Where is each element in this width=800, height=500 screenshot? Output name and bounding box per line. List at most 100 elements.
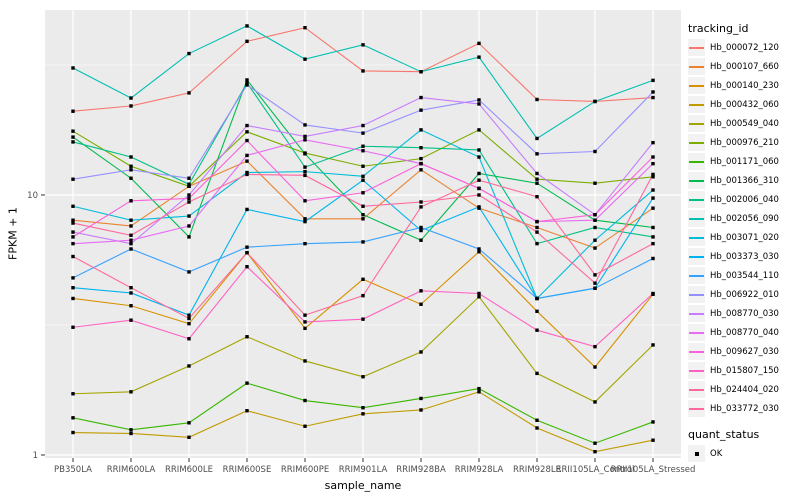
- data-point: [71, 218, 75, 222]
- x-axis-title: sample_name: [324, 479, 402, 492]
- x-tick-label: RRIM600LA: [107, 465, 156, 475]
- data-point: [129, 104, 133, 108]
- data-point: [187, 316, 191, 321]
- data-point: [187, 91, 191, 95]
- data-point: [71, 129, 75, 133]
- data-point: [361, 174, 365, 179]
- data-point: [187, 51, 191, 56]
- data-point: [187, 184, 191, 189]
- data-point: [129, 155, 133, 159]
- legend-key-line-icon: [688, 286, 705, 303]
- legend-item: Hb_000432_060: [688, 95, 798, 114]
- legend-item-label: Hb_000072_120: [710, 42, 779, 53]
- data-point: [535, 309, 539, 314]
- legend-key-line-icon: [688, 381, 705, 398]
- data-point: [419, 225, 423, 230]
- legend-item: Hb_000107_660: [688, 57, 798, 76]
- legend-item-label: Hb_008770_030: [710, 308, 779, 319]
- data-point: [593, 149, 597, 154]
- data-point: [419, 289, 423, 293]
- legend-item-label: Hb_015807_150: [710, 365, 779, 376]
- data-point: [651, 78, 655, 83]
- data-point: [187, 364, 191, 368]
- data-point: [361, 144, 365, 148]
- data-point: [245, 159, 249, 163]
- legend-item: Hb_001171_060: [688, 152, 798, 171]
- legend-item: Hb_008770_040: [688, 323, 798, 342]
- data-point: [71, 204, 75, 208]
- data-point: [303, 26, 307, 30]
- data-point: [245, 123, 249, 128]
- legend-key-line-icon: [688, 305, 705, 322]
- data-point: [593, 238, 597, 242]
- data-point: [593, 99, 597, 104]
- data-point: [303, 398, 307, 403]
- data-point: [361, 123, 365, 128]
- data-point: [535, 328, 539, 332]
- legend-item-label: Hb_000107_660: [710, 61, 779, 72]
- data-point: [419, 156, 423, 161]
- legend-key-line-icon: [688, 77, 705, 94]
- data-point: [419, 200, 423, 204]
- legend-title-tracking-id: tracking_id: [688, 22, 749, 35]
- legend-item: Hb_002056_090: [688, 209, 798, 228]
- data-point: [535, 171, 539, 176]
- data-point: [593, 449, 597, 454]
- legend-item: Hb_003071_020: [688, 228, 798, 247]
- data-point: [245, 250, 249, 255]
- data-point: [361, 406, 365, 410]
- data-point: [477, 98, 481, 102]
- data-point: [71, 254, 75, 259]
- x-tick-label: RRII105LA_Control: [556, 465, 635, 475]
- data-point: [303, 123, 307, 127]
- legend-key-line-icon: [688, 134, 705, 151]
- legend-key-line-icon: [688, 362, 705, 379]
- legend-item-label: Hb_009627_030: [710, 346, 779, 357]
- data-point: [361, 43, 365, 47]
- y-tick-label: 10: [27, 191, 38, 201]
- data-point: [361, 277, 365, 281]
- data-point: [129, 431, 133, 436]
- data-point: [303, 165, 307, 169]
- data-point: [245, 24, 249, 28]
- data-point: [361, 131, 365, 135]
- data-point: [419, 228, 423, 233]
- data-point: [71, 177, 75, 181]
- data-point: [419, 238, 423, 242]
- data-point: [535, 418, 539, 422]
- data-point: [419, 161, 423, 166]
- data-point: [651, 225, 655, 230]
- legend-key-line-icon: [688, 229, 705, 246]
- data-point: [71, 140, 75, 144]
- x-tick-label: RRII105LA_Stressed: [611, 465, 696, 475]
- data-point: [245, 170, 249, 175]
- legend-item: Hb_000976_210: [688, 133, 798, 152]
- data-point: [651, 343, 655, 347]
- data-point: [593, 273, 597, 277]
- legend-item: Hb_009627_030: [688, 342, 798, 361]
- data-point: [651, 175, 655, 179]
- data-point: [245, 130, 249, 134]
- data-point: [477, 250, 481, 254]
- x-tick-label: RRIM600SE: [223, 465, 272, 475]
- legend-item: Hb_000072_120: [688, 38, 798, 57]
- data-point: [303, 359, 307, 363]
- data-point: [651, 140, 655, 145]
- data-point: [361, 164, 365, 168]
- data-point: [129, 291, 133, 295]
- data-point: [361, 191, 365, 195]
- legend-key-line-icon: [688, 324, 705, 341]
- data-point: [187, 235, 191, 239]
- data-point: [71, 416, 75, 420]
- data-point: [187, 421, 191, 425]
- data-point: [361, 293, 365, 298]
- data-point: [419, 95, 423, 100]
- data-point: [535, 152, 539, 156]
- legend-item-label: Hb_000976_210: [710, 137, 779, 148]
- data-point: [477, 193, 481, 197]
- legend-color-items: Hb_000072_120 Hb_000107_660 Hb_000140_230 H…: [688, 38, 798, 418]
- data-point: [535, 426, 539, 430]
- data-point: [535, 296, 539, 301]
- data-point: [651, 90, 655, 94]
- legend-item-label: Hb_001171_060: [710, 156, 779, 167]
